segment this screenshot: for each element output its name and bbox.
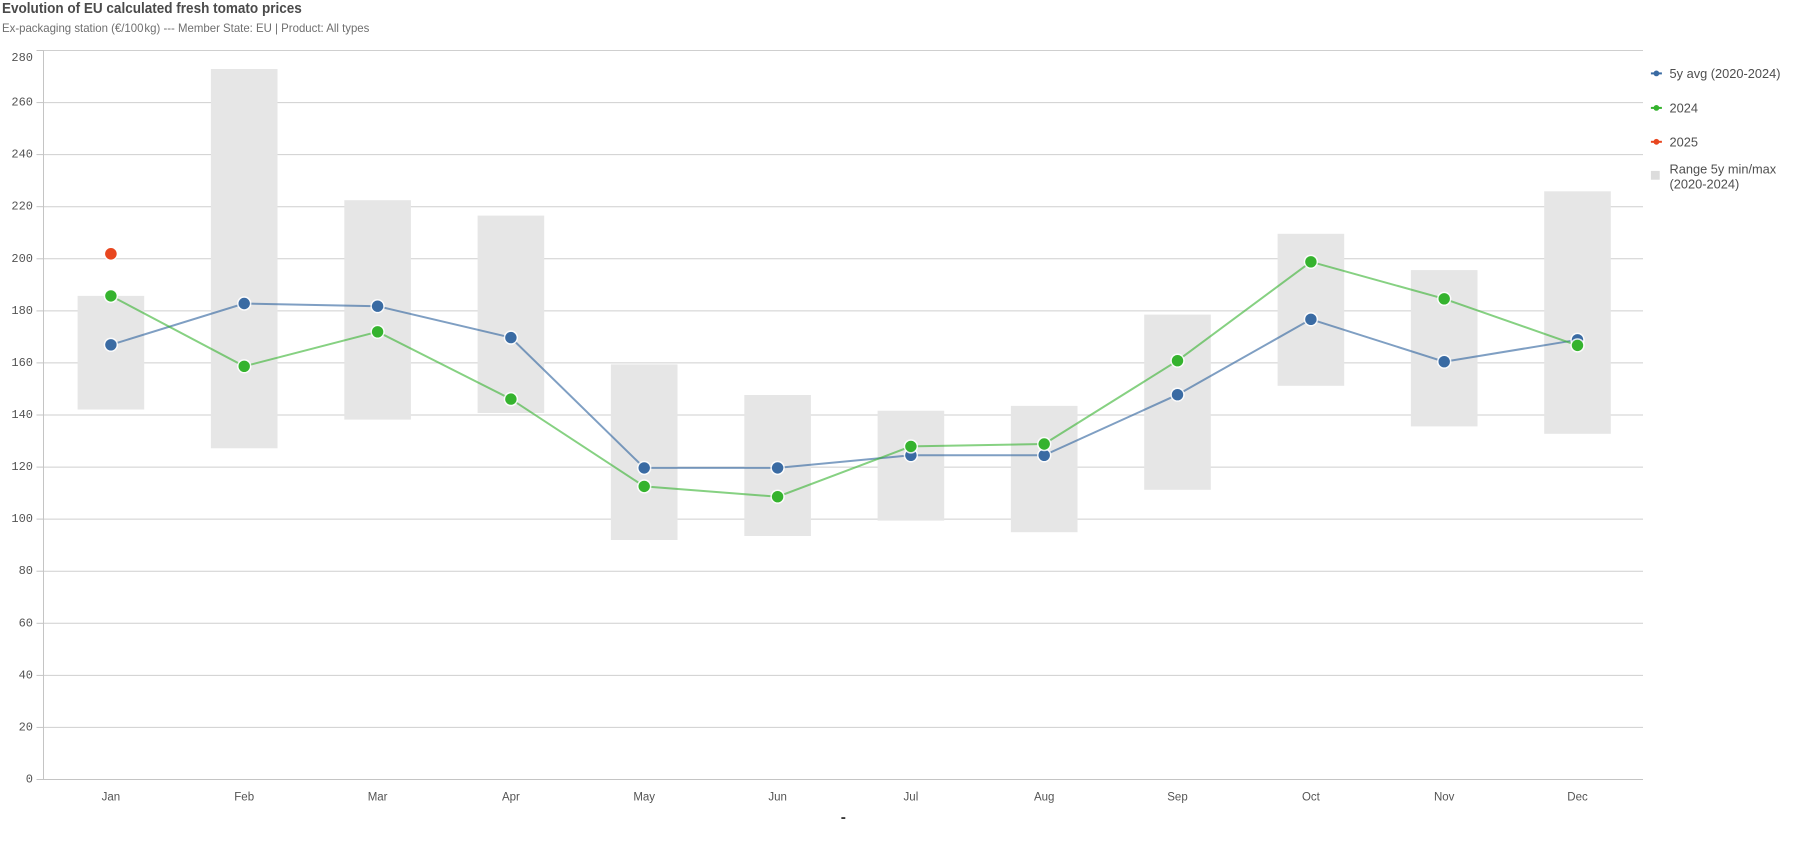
svg-text:20: 20 (19, 720, 33, 734)
svg-text:May: May (633, 792, 655, 804)
svg-text:260: 260 (11, 96, 33, 110)
svg-text:Sep: Sep (1167, 792, 1187, 804)
svg-text:180: 180 (11, 304, 33, 318)
svg-text:Apr: Apr (502, 792, 520, 804)
svg-text:140: 140 (11, 408, 33, 422)
svg-text:2024: 2024 (1670, 100, 1698, 115)
svg-text:2025: 2025 (1670, 134, 1698, 149)
svg-text:220: 220 (11, 200, 33, 214)
svg-text:Jul: Jul (904, 792, 919, 804)
svg-text:240: 240 (11, 148, 33, 162)
svg-text:Jan: Jan (102, 792, 121, 804)
svg-text:280: 280 (11, 51, 33, 65)
svg-text:0: 0 (26, 773, 33, 787)
svg-text:200: 200 (11, 252, 33, 266)
svg-text:Nov: Nov (1434, 792, 1455, 804)
svg-text:Oct: Oct (1302, 792, 1321, 804)
svg-text:Aug: Aug (1034, 792, 1054, 804)
svg-text:100: 100 (11, 512, 33, 526)
svg-text:(2020-2024): (2020-2024) (1670, 177, 1740, 192)
svg-text:120: 120 (11, 460, 33, 474)
svg-text:Range 5y min/max: Range 5y min/max (1670, 161, 1777, 176)
svg-text:Mar: Mar (368, 792, 388, 804)
svg-text:160: 160 (11, 356, 33, 370)
svg-text:5y avg (2020-2024): 5y avg (2020-2024) (1670, 66, 1781, 81)
svg-text:Feb: Feb (234, 792, 254, 804)
svg-text:Dec: Dec (1567, 792, 1588, 804)
svg-text:60: 60 (19, 616, 33, 630)
svg-text:Jun: Jun (768, 792, 787, 804)
svg-text:80: 80 (19, 564, 33, 578)
svg-text:40: 40 (19, 668, 33, 682)
svg-text:-: - (841, 809, 846, 826)
